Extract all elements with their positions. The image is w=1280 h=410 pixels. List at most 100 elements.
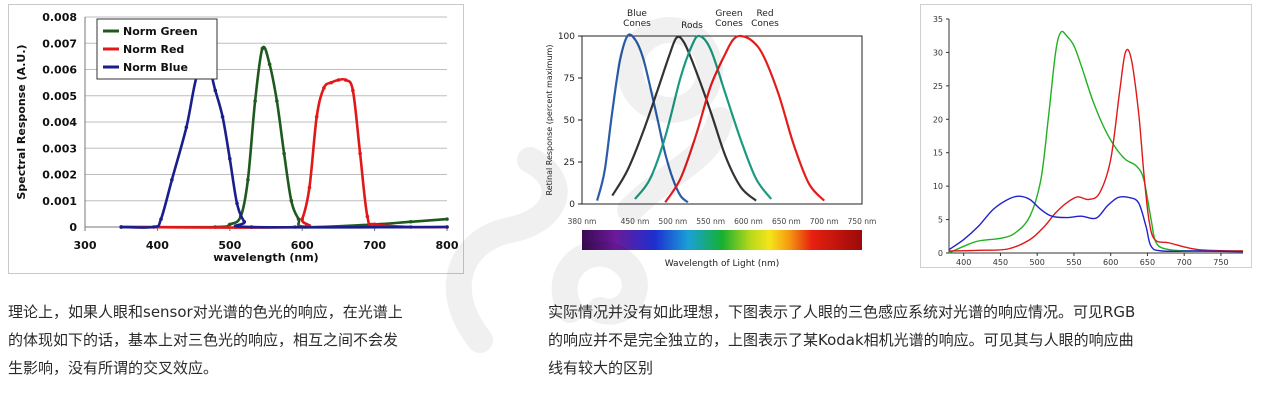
curve-annotation: Blue Cones xyxy=(623,9,651,29)
y-tick-label: 25 xyxy=(564,158,575,168)
y-tick-label: 25 xyxy=(933,82,943,91)
legend-label: Norm Red xyxy=(123,43,184,56)
right-line-3: 线有较大的区别 xyxy=(548,359,654,377)
x-tick-label: 800 xyxy=(436,239,459,252)
right-line-1: 实际情况并没有如此理想，下图表示了人眼的三色感应系统对光谱的响应情况。可见RGB xyxy=(548,303,1136,321)
y-tick-label: 75 xyxy=(564,74,575,84)
annotation-line: Cones xyxy=(623,19,651,29)
curve-annotation: Red Cones xyxy=(751,9,779,29)
x-tick-label: 500 xyxy=(1030,258,1045,267)
legend-label: Norm Green xyxy=(123,25,198,38)
x-tick-label: 700 xyxy=(1177,258,1192,267)
data-point xyxy=(170,177,174,182)
y-tick-label: 0 xyxy=(569,200,575,210)
data-point xyxy=(228,222,232,227)
legend: Norm Green Norm Red Norm Blue xyxy=(96,18,218,80)
x-tick-label: 450 nm xyxy=(621,217,650,226)
x-tick-label: 650 nm xyxy=(772,217,801,226)
y-tick-label: 5 xyxy=(938,216,943,225)
x-tick-label: 600 xyxy=(291,239,314,252)
x-tick-label: 400 xyxy=(146,239,169,252)
left-line-1: 理论上，如果人眼和sensor对光谱的色光的响应，在光谱上 xyxy=(8,303,403,321)
annotation-line: Cones xyxy=(751,19,779,29)
cone-curve-3 xyxy=(664,34,826,203)
x-tick-label: 700 xyxy=(363,239,386,252)
y-tick-label: 10 xyxy=(933,182,943,191)
data-point xyxy=(282,151,286,156)
data-point xyxy=(409,219,413,224)
data-point xyxy=(260,46,265,51)
y-tick-label: 0.006 xyxy=(42,64,77,77)
x-tick-label: 600 xyxy=(1103,258,1118,267)
data-point xyxy=(365,214,370,219)
data-point xyxy=(119,225,123,229)
data-point xyxy=(235,201,239,206)
y-tick-label: 0.002 xyxy=(42,169,77,182)
y-tick-label: 50 xyxy=(564,116,576,126)
y-tick-label: 0.007 xyxy=(42,37,77,50)
curve-annotation: Green Cones xyxy=(715,9,743,29)
data-point xyxy=(184,125,189,130)
x-axis-label: Wavelength of Light (nm) xyxy=(665,259,780,269)
cone-curve-1 xyxy=(611,35,757,202)
data-point xyxy=(289,198,294,203)
data-point xyxy=(314,114,319,119)
right-description: 实际情况并没有如此理想，下图表示了人眼的三色感应系统对光谱的响应情况。可见RGB… xyxy=(548,298,1263,382)
y-axis-label: Spectral Response (A.U.) xyxy=(15,44,28,199)
left-line-3: 生影响，没有所谓的交叉效应。 xyxy=(8,359,219,377)
data-point xyxy=(445,225,449,229)
data-point xyxy=(159,217,163,221)
y-axis-label: Retinal Response (percent maximum) xyxy=(545,45,554,196)
right-line-2: 的响应并不是完全独立的，上图表示了某Kodak相机光谱的响应。可见其与人眼的响应… xyxy=(548,331,1134,349)
camera-curve-2 xyxy=(948,195,1244,253)
data-point xyxy=(213,88,218,93)
y-tick-label: 15 xyxy=(933,149,943,158)
x-tick-label: 550 nm xyxy=(696,217,725,226)
data-point xyxy=(246,177,250,182)
data-point xyxy=(322,86,326,90)
data-point xyxy=(151,225,156,229)
data-point xyxy=(343,78,348,82)
data-point xyxy=(300,217,305,221)
y-tick-label: 0.003 xyxy=(42,142,77,155)
data-point xyxy=(267,62,272,67)
annotation-line: Red xyxy=(756,9,773,19)
y-tick-label: 0.004 xyxy=(42,116,77,129)
data-point xyxy=(445,217,449,221)
camera-response-chart: 0 5 10 15 20 25 30 35 400 450 500 550 600 650 700 750 xyxy=(920,4,1252,268)
x-tick-label: 750 nm xyxy=(848,217,877,226)
x-tick-label: 750 xyxy=(1213,258,1228,267)
y-tick-label: 0 xyxy=(938,249,943,258)
data-point xyxy=(220,114,225,119)
y-tick-label: 35 xyxy=(933,15,943,24)
y-tick-label: 100 xyxy=(558,32,575,42)
cone-curve-0 xyxy=(596,33,689,204)
data-point xyxy=(336,78,341,82)
annotation-line: Rods xyxy=(681,21,703,31)
annotation-line: Green xyxy=(715,9,742,19)
data-point xyxy=(275,99,279,103)
left-description: 理论上，如果人眼和sensor对光谱的色光的响应，在光谱上 的体现如下的话，基本… xyxy=(8,298,488,382)
x-tick-label: 300 xyxy=(74,239,97,252)
camera-response-svg: 0 5 10 15 20 25 30 35 400 450 500 550 600 650 700 750 xyxy=(933,15,1244,267)
y-tick-label: 20 xyxy=(933,115,943,124)
x-tick-label: 550 xyxy=(1066,258,1081,267)
y-tick-label: 0.001 xyxy=(42,195,77,208)
retina-response-svg: 0 25 50 75 100 Retinal Response (percent maxi… xyxy=(545,9,877,269)
legend-label: Norm Blue xyxy=(123,61,188,74)
data-point xyxy=(372,222,377,227)
x-tick-label: 400 xyxy=(956,258,971,267)
sensor-spectral-svg: 0 0.001 0.002 0.003 0.004 0.005 0.006 0.007 0.00… xyxy=(15,11,459,264)
y-tick-label: 30 xyxy=(933,48,943,57)
retina-response-chart: 0 25 50 75 100 Retinal Response (percent maxi… xyxy=(542,4,882,276)
data-point xyxy=(358,151,362,156)
data-point xyxy=(296,217,301,221)
data-point xyxy=(242,219,247,224)
y-tick-label: 0.008 xyxy=(42,11,77,24)
annotation-line: Cones xyxy=(715,19,743,29)
x-tick-label: 450 xyxy=(993,258,1008,267)
x-tick-label: 380 nm xyxy=(568,217,597,226)
data-point xyxy=(249,225,254,229)
y-tick-label: 0.005 xyxy=(42,90,77,103)
data-point xyxy=(307,185,312,190)
